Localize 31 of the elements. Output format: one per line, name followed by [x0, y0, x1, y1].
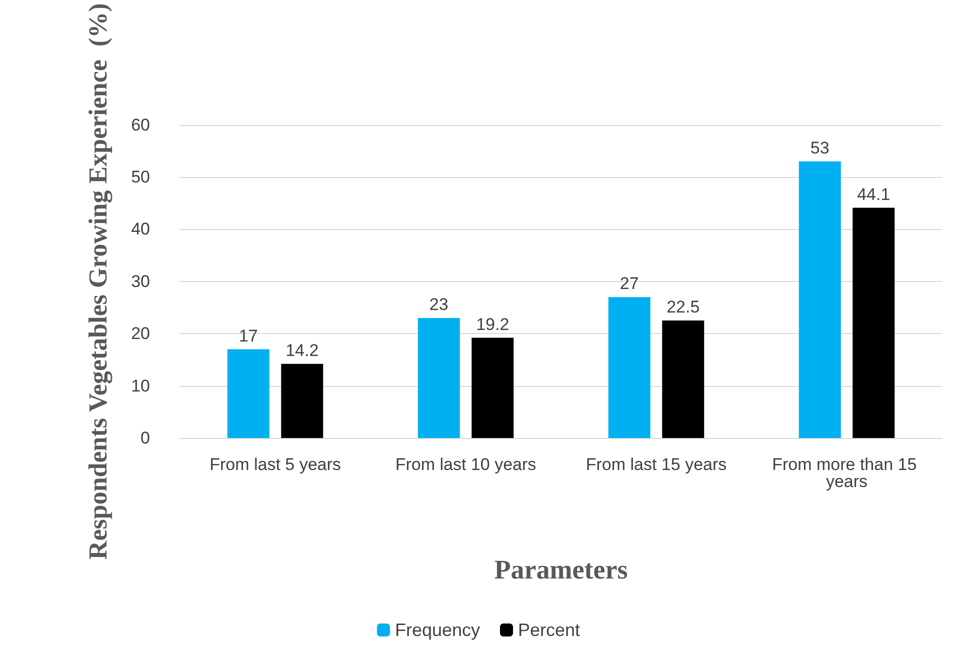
- data-label: 22.5: [666, 298, 700, 317]
- y-tick-label: 60: [131, 115, 150, 134]
- y-tick-label: 30: [131, 272, 150, 291]
- data-label: 27: [620, 274, 639, 294]
- y-axis-title: Respondents Vegetables Growing Experience (%): [84, 3, 112, 560]
- bar: [662, 320, 704, 438]
- y-tick-label: 10: [131, 376, 150, 396]
- bar: [798, 161, 841, 438]
- bar: [227, 349, 270, 438]
- x-tick-label: From more than 15 years: [772, 455, 922, 491]
- x-tick-label: From last 5 years: [210, 455, 341, 474]
- data-label: 14.2: [286, 340, 319, 360]
- bar: [608, 297, 650, 438]
- y-tick-label: 0: [140, 428, 150, 448]
- x-axis-title: Parameters: [494, 554, 628, 584]
- data-label: 53: [810, 138, 830, 158]
- y-tick-label: 20: [131, 324, 150, 344]
- bar: [472, 338, 514, 438]
- legend-label: Percent: [518, 620, 580, 640]
- data-label: 17: [238, 326, 258, 346]
- data-label: 23: [429, 294, 448, 314]
- x-tick-label: From last 15 years: [586, 455, 727, 474]
- x-tick-label: From last 10 years: [395, 455, 536, 474]
- bar: [418, 318, 460, 438]
- y-tick-label: 50: [131, 168, 150, 187]
- bar: [281, 364, 324, 438]
- data-label: 44.1: [857, 184, 890, 204]
- data-label: 19.2: [476, 314, 510, 334]
- legend-label: Frequency: [394, 620, 480, 640]
- y-tick-label: 40: [131, 220, 150, 239]
- bar: [852, 208, 895, 438]
